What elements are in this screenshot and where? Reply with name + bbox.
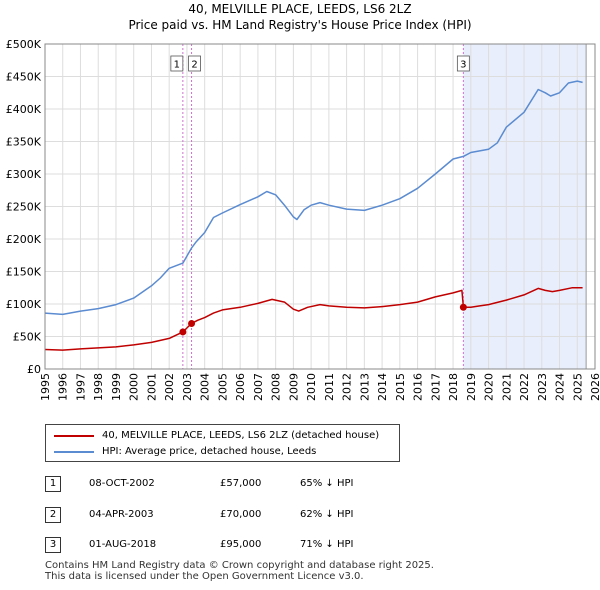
transaction-date: 08-OCT-2002 xyxy=(89,478,155,489)
x-tick-label: 2010 xyxy=(305,373,318,401)
x-tick-label: 2000 xyxy=(128,373,141,401)
chart-legend: 40, MELVILLE PLACE, LEEDS, LS6 2LZ (deta… xyxy=(45,424,400,462)
transaction-number: 1 xyxy=(45,476,61,492)
annotation-box xyxy=(170,55,184,72)
transaction-hpi-diff: 65% ↓ HPI xyxy=(300,478,354,489)
transaction-marker xyxy=(188,320,196,327)
x-tick-label: 2022 xyxy=(518,373,531,401)
annotation-label: 3 xyxy=(460,60,466,71)
legend-label-hpi: HPI: Average price, detached house, Leed… xyxy=(102,446,317,457)
x-tick-label: 2006 xyxy=(234,373,247,401)
price-chart: £0 £50K £100K £150K £200K £250K £300K £350K £400… xyxy=(6,38,600,401)
x-tick-label: 2020 xyxy=(483,373,496,401)
y-tick-label: £300K xyxy=(6,168,42,181)
x-tick-label: 2012 xyxy=(341,373,354,401)
transaction-date: 01-AUG-2018 xyxy=(89,539,157,550)
x-tick-label: 1998 xyxy=(92,373,105,401)
y-tick-label: £200K xyxy=(6,233,42,246)
footer-copyright: Contains HM Land Registry data © Crown c… xyxy=(45,560,434,571)
plot-frame xyxy=(44,43,596,370)
y-tick-label: £400K xyxy=(6,103,42,116)
y-tick-label: £450K xyxy=(6,71,42,84)
annotation-box xyxy=(456,55,470,72)
x-tick-label: 2004 xyxy=(199,373,212,401)
x-tick-label: 2015 xyxy=(394,373,407,401)
x-tick-label: 1999 xyxy=(110,373,123,401)
y-tick-label: £50K xyxy=(13,331,42,344)
x-tick-label: 2005 xyxy=(216,373,229,401)
y-tick-label: £0 xyxy=(27,363,41,376)
hpi-series-line xyxy=(44,80,583,316)
y-tick-label: £500K xyxy=(6,38,42,51)
y-tick-label: £100K xyxy=(6,298,42,311)
x-tick-label: 2001 xyxy=(145,373,158,401)
legend-swatch-hpi xyxy=(54,451,94,453)
y-tick-label: £250K xyxy=(6,201,42,214)
x-tick-label: 2018 xyxy=(447,373,460,401)
transaction-price: £70,000 xyxy=(220,509,262,520)
annotation-box xyxy=(188,55,201,72)
x-tick-label: 1997 xyxy=(74,373,87,401)
transaction-row: 2 04-APR-2003 £70,000 62% ↓ HPI xyxy=(45,507,545,527)
x-tick-label: 2008 xyxy=(270,373,283,401)
transaction-price: £95,000 xyxy=(220,539,262,550)
x-tick-label: 2013 xyxy=(358,373,371,401)
x-tick-label: 2023 xyxy=(536,373,549,401)
x-tick-label: 2024 xyxy=(554,373,567,401)
chart-title: 40, MELVILLE PLACE, LEEDS, LS6 2LZ xyxy=(188,2,412,16)
x-tick-label: 1996 xyxy=(57,373,70,401)
x-tick-label: 2007 xyxy=(252,373,265,401)
x-tick-label: 2021 xyxy=(500,373,513,401)
x-tick-label: 2019 xyxy=(465,373,478,401)
chart-subtitle: Price paid vs. HM Land Registry's House … xyxy=(128,18,472,32)
transaction-row: 1 08-OCT-2002 £57,000 65% ↓ HPI xyxy=(45,476,545,496)
legend-label-property: 40, MELVILLE PLACE, LEEDS, LS6 2LZ (deta… xyxy=(102,430,380,441)
x-tick-label: 2017 xyxy=(429,373,442,401)
transaction-row: 3 01-AUG-2018 £95,000 71% ↓ HPI xyxy=(45,537,545,557)
x-tick-label: 2011 xyxy=(323,373,336,401)
footer-licence: This data is licensed under the Open Gov… xyxy=(45,571,364,582)
transaction-marker xyxy=(179,328,187,336)
x-tick-label: 2026 xyxy=(589,373,600,401)
annotation-label: 2 xyxy=(191,60,197,71)
transaction-price: £57,000 xyxy=(220,478,262,489)
transaction-number: 3 xyxy=(45,537,61,553)
transaction-hpi-diff: 62% ↓ HPI xyxy=(300,509,354,520)
y-tick-label: £350K xyxy=(6,136,42,149)
footer: Contains HM Land Registry data © Crown c… xyxy=(45,560,434,582)
transaction-marker xyxy=(459,303,467,311)
property-series-line xyxy=(44,287,583,351)
legend-swatch-property xyxy=(54,435,94,437)
x-tick-label: 2025 xyxy=(571,373,584,401)
transaction-date: 04-APR-2003 xyxy=(89,509,154,520)
annotation-label: 1 xyxy=(174,60,180,71)
transaction-number: 2 xyxy=(45,507,61,523)
x-tick-label: 2009 xyxy=(287,373,300,401)
transaction-hpi-diff: 71% ↓ HPI xyxy=(300,539,354,550)
x-tick-label: 2003 xyxy=(181,373,194,401)
y-tick-label: £150K xyxy=(6,266,42,279)
x-tick-label: 2014 xyxy=(376,373,389,401)
x-tick-label: 1995 xyxy=(39,373,52,401)
x-tick-label: 2002 xyxy=(163,373,176,401)
x-tick-label: 2016 xyxy=(412,373,425,401)
